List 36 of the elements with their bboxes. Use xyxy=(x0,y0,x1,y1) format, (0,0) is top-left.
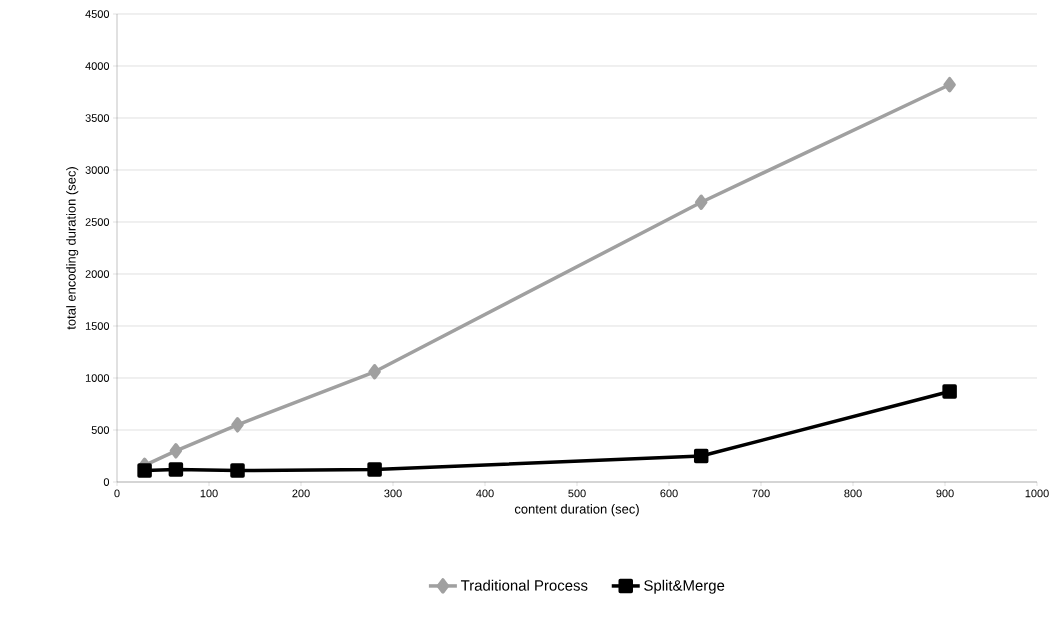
y-tick-label: 2000 xyxy=(85,270,110,278)
y-tick-label: 0 xyxy=(103,478,110,486)
y-axis-title: total encoding duration (sec) xyxy=(66,167,79,330)
x-tick-label: 600 xyxy=(660,489,678,498)
x-tick-label: 500 xyxy=(568,489,586,498)
y-tick-label: 3000 xyxy=(85,166,110,174)
point xyxy=(368,364,381,380)
x-tick-label: 100 xyxy=(200,489,218,498)
legend-label: Split&Merge xyxy=(644,579,725,594)
y-tick-label: 4000 xyxy=(85,62,110,70)
legend-label: Traditional Process xyxy=(460,579,588,591)
point xyxy=(168,462,184,477)
point xyxy=(169,443,183,459)
x-tick-label: 300 xyxy=(384,489,402,498)
point xyxy=(942,384,957,399)
point xyxy=(230,463,245,478)
x-tick-label: 900 xyxy=(936,489,954,498)
y-tick-label: 4500 xyxy=(85,10,110,18)
point xyxy=(367,462,382,477)
point xyxy=(694,194,708,210)
point xyxy=(693,448,709,464)
y-tick-label: 1000 xyxy=(85,374,110,382)
x-tick-label: 0 xyxy=(114,489,120,498)
point xyxy=(943,76,956,93)
y-tick-label: 2500 xyxy=(85,218,110,226)
x-tick-label: 400 xyxy=(476,489,494,498)
x-tick-label: 200 xyxy=(292,489,310,498)
x-axis-title: content duration (sec) xyxy=(514,504,639,517)
point xyxy=(137,463,152,478)
y-tick-label: 3500 xyxy=(85,114,110,122)
x-tick-label: 800 xyxy=(844,489,862,498)
x-tick-label: 1000 xyxy=(1025,489,1049,498)
y-tick-label: 1500 xyxy=(85,322,110,330)
y-tick-label: 500 xyxy=(91,426,110,434)
point xyxy=(231,417,244,433)
x-tick-label: 700 xyxy=(752,489,770,498)
